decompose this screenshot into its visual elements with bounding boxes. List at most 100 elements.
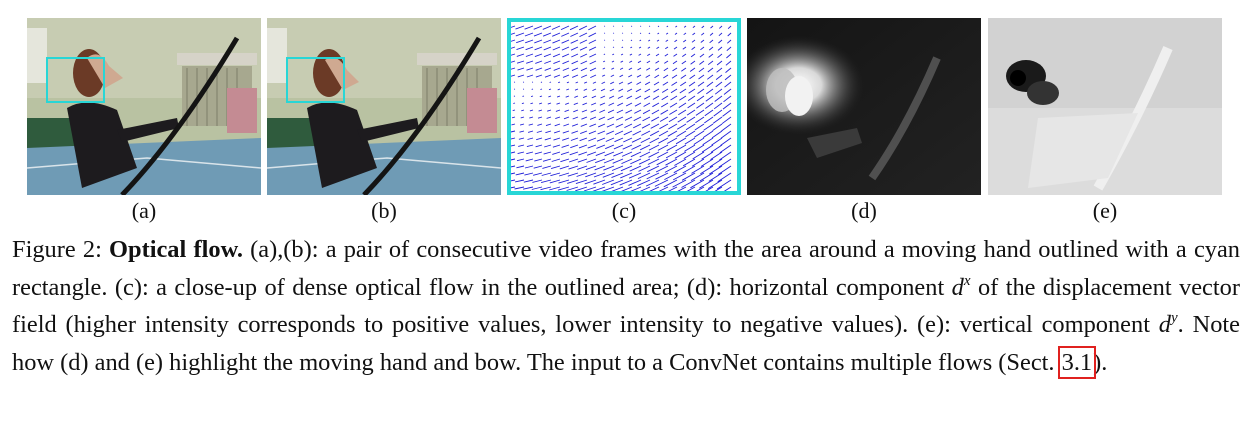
flow-vector [669,102,678,108]
flow-vector [612,46,615,48]
flow-vector [643,95,651,100]
flow-vector [686,109,696,116]
flow-vector [605,137,615,142]
flow-vector [511,116,516,119]
flow-vector [714,95,723,102]
caption-text-3: . Note how (d) and (e) highlight the mov… [12,311,1240,376]
frame-a-image [27,18,261,195]
flow-vector [637,172,651,180]
flow-vector [630,39,633,42]
flow-vector [602,60,606,63]
flow-vector [653,88,660,93]
flow-vector [679,95,687,101]
section-reference-link[interactable]: 3.1 [1057,345,1097,379]
flow-vector [538,109,543,112]
flow-vector [719,25,723,29]
flow-vector [529,109,534,112]
flow-vector [647,53,651,56]
flow-vector [585,172,597,178]
flow-vector [602,172,615,178]
flow-vector [612,53,615,56]
flow-vector [647,46,651,49]
dx-superscript: x [963,272,971,289]
flow-vector [539,95,543,98]
flow-vector [515,179,525,183]
flow-vector [651,116,660,122]
flow-vector [661,88,669,93]
flow-vector [655,53,660,57]
flow-vector [547,109,552,112]
flow-vector [571,60,579,65]
flow-vector [588,46,597,51]
flow-vector [581,74,588,78]
flow-vector [690,179,705,189]
flow-vector [620,165,633,172]
flow-vector [681,179,696,188]
flow-vector [558,179,570,184]
flow-vector [569,25,579,31]
flow-vector [600,95,606,99]
flow-vector [516,165,525,169]
flow-vector [693,137,705,145]
flow-vector [562,53,570,58]
flow-vector [647,158,660,165]
flow-vector [621,151,633,157]
flow-vector [562,137,570,141]
flow-vector [602,179,615,185]
flow-vector [516,60,525,64]
flow-vector [529,116,534,119]
flow-vector [718,158,732,168]
flow-vector [589,53,597,58]
flow-vector [543,46,552,51]
flow-vector [706,88,714,95]
flow-vector [722,109,732,117]
flow-vector [663,74,669,79]
flow-vector [703,123,714,131]
flow-vector [709,158,723,168]
flow-vector [593,172,606,178]
caption-suffix: ). [1093,348,1108,376]
flow-vector [701,151,714,160]
flow-vector [701,25,705,29]
flow-vector [645,74,651,78]
flow-vector [687,95,696,101]
horizontal-flow-image [747,18,981,195]
flow-vector [591,102,597,106]
flow-vector [650,123,660,129]
flow-vector [722,102,732,110]
flow-vector [543,53,552,58]
flow-vector [540,179,552,184]
flow-vector [707,74,714,80]
flow-vector [706,81,714,87]
flow-vector [601,81,606,85]
flow-vector [617,95,624,99]
flow-vector [595,158,606,164]
flow-vector [667,130,678,137]
flow-vector [598,116,606,121]
flow-vector [638,46,642,49]
label-c: (c) [611,198,637,223]
flow-vector [575,186,588,192]
flow-vector [544,60,552,64]
flow-vector [625,102,633,107]
flow-vector [535,67,543,71]
flow-vector [546,116,552,119]
flow-vector [517,67,525,71]
flow-vector [641,123,651,129]
flow-vector [525,39,534,44]
flow-vector [644,81,651,86]
flow-vector [718,165,732,175]
flow-vector [581,109,588,113]
flow-vector [552,144,561,148]
flow-vector [701,144,714,153]
flow-vector [699,53,705,58]
flow-vector [574,95,579,98]
caption-text-1: (a),(b): a pair of consecutive video fra… [12,236,1240,301]
flow-vector [561,39,570,44]
flow-vector [548,88,552,91]
flow-vector [570,137,579,141]
flow-vector [544,144,552,148]
flow-vector [621,39,624,41]
flow-vector [655,172,669,180]
flow-vector [623,130,633,136]
